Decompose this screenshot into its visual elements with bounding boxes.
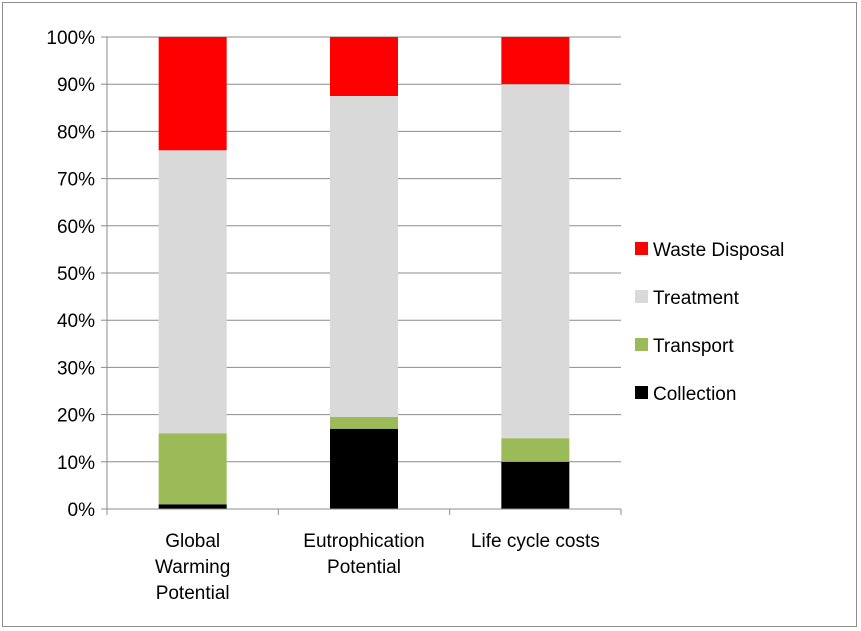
legend-label: Treatment — [653, 288, 740, 309]
x-tick-labels: Global Warming Potential Eutrophication Pote… — [155, 531, 600, 604]
bar-segment-transport — [330, 416, 398, 429]
bars — [158, 37, 570, 509]
y-tick-label: 10% — [57, 453, 95, 474]
y-tick-label: 30% — [57, 358, 95, 379]
legend-swatch — [635, 290, 648, 303]
y-tick-label: 20% — [57, 406, 95, 427]
bar-segment-waste-disposal — [158, 37, 227, 151]
legend-swatch — [635, 338, 648, 351]
x-tick-label: Potential — [156, 583, 230, 604]
legend-label: Collection — [653, 384, 736, 405]
stacked-bar-chart: 0% 10% 20% 30% 40% 50% 60% 70% 80% 90% 100% Global… — [46, 28, 784, 604]
bar-segment-transport — [158, 433, 227, 505]
y-tick-label: 80% — [57, 122, 95, 143]
y-tick-label: 70% — [57, 170, 95, 191]
x-tick-label: Eutrophication — [303, 531, 424, 552]
y-tick-label: 60% — [57, 217, 95, 238]
y-tick-label: 90% — [57, 75, 95, 96]
axes — [101, 36, 622, 515]
bar-segment-waste-disposal — [501, 37, 570, 85]
x-tick-label: Potential — [327, 557, 401, 578]
x-tick-label: Warming — [155, 557, 230, 578]
bar-segment-collection — [158, 504, 227, 509]
bar-segment-treatment — [330, 96, 398, 417]
legend: Waste Disposal Treatment Transport Collecti… — [635, 240, 784, 405]
y-tick-label: 40% — [57, 311, 95, 332]
legend-label: Transport — [653, 336, 734, 357]
y-tick-label: 100% — [46, 28, 95, 49]
bar-segment-treatment — [158, 150, 227, 434]
legend-swatch — [635, 242, 648, 255]
legend-label: Waste Disposal — [653, 240, 784, 261]
bar-segment-collection — [501, 461, 570, 509]
bar-segment-treatment — [501, 84, 570, 439]
bar-segment-transport — [501, 438, 570, 462]
y-tick-label: 50% — [57, 264, 95, 285]
bar-segment-waste-disposal — [330, 37, 398, 96]
bar-segment-collection — [330, 428, 398, 509]
y-tick-label: 0% — [68, 500, 96, 521]
y-tick-labels: 0% 10% 20% 30% 40% 50% 60% 70% 80% 90% 100% — [46, 28, 95, 521]
legend-swatch — [635, 386, 648, 399]
x-tick-label: Global — [165, 531, 220, 552]
x-tick-label: Life cycle costs — [471, 531, 600, 552]
